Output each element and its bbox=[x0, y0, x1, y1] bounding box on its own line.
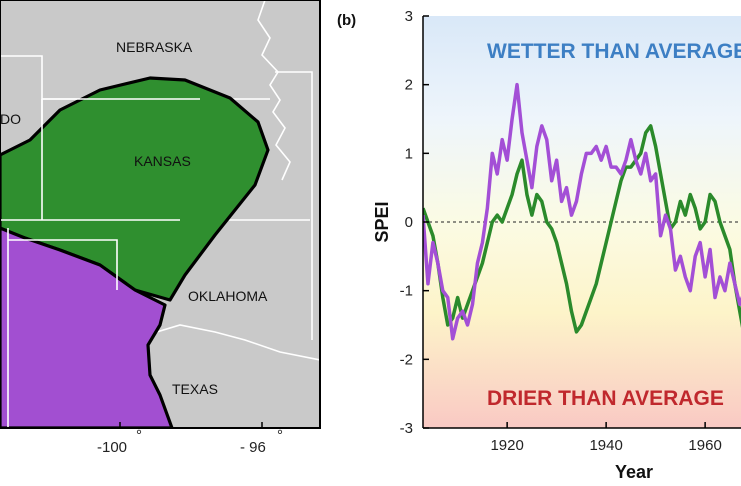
y-tick-label: -2 bbox=[400, 351, 413, 368]
purple-series-line bbox=[423, 82, 741, 341]
x-tick-label: 1960 bbox=[688, 437, 721, 454]
x-axis-title: Year bbox=[615, 462, 653, 482]
y-tick-label: 0 bbox=[405, 214, 413, 231]
y-tick-label: -1 bbox=[400, 283, 413, 300]
label-kansas: KANSAS bbox=[134, 153, 191, 169]
label-colorado: DO bbox=[0, 111, 21, 127]
y-tick-label: -3 bbox=[400, 420, 413, 437]
lon-tick-100: -100 bbox=[97, 439, 127, 456]
panel-b-label: (b) bbox=[337, 12, 356, 29]
label-oklahoma: OKLAHOMA bbox=[188, 288, 268, 304]
map-panel: NEBRASKA DO KANSAS OKLAHOMA TEXAS bbox=[0, 0, 320, 428]
y-tick-label: 1 bbox=[405, 145, 413, 162]
x-tick-label: 1920 bbox=[490, 437, 523, 454]
y-tick-label: 3 bbox=[405, 8, 413, 25]
borders-overlay bbox=[0, 98, 200, 428]
purple-region bbox=[0, 226, 174, 428]
map-frame bbox=[0, 0, 321, 429]
series-layer bbox=[423, 82, 741, 341]
label-texas: TEXAS bbox=[172, 381, 218, 397]
wetter-annotation: WETTER THAN AVERAGE bbox=[487, 40, 741, 63]
x-tick-label: 1940 bbox=[589, 437, 622, 454]
lon-tick-96-degree: ° bbox=[277, 427, 283, 444]
y-tick-label: 2 bbox=[405, 77, 413, 94]
green-series-line bbox=[423, 124, 741, 334]
drier-annotation: DRIER THAN AVERAGE bbox=[487, 387, 724, 410]
label-nebraska: NEBRASKA bbox=[116, 39, 193, 55]
lon-tick-96: - 96 bbox=[240, 439, 266, 456]
y-axis-title: SPEI bbox=[372, 201, 392, 242]
x-axis-ticks: 1920194019601980 bbox=[490, 422, 722, 454]
lon-tick-100-degree: ° bbox=[136, 427, 142, 444]
y-axis-ticks: -3 -2 -1 0 1 2 3 bbox=[400, 8, 429, 437]
map-ticks bbox=[119, 422, 263, 428]
